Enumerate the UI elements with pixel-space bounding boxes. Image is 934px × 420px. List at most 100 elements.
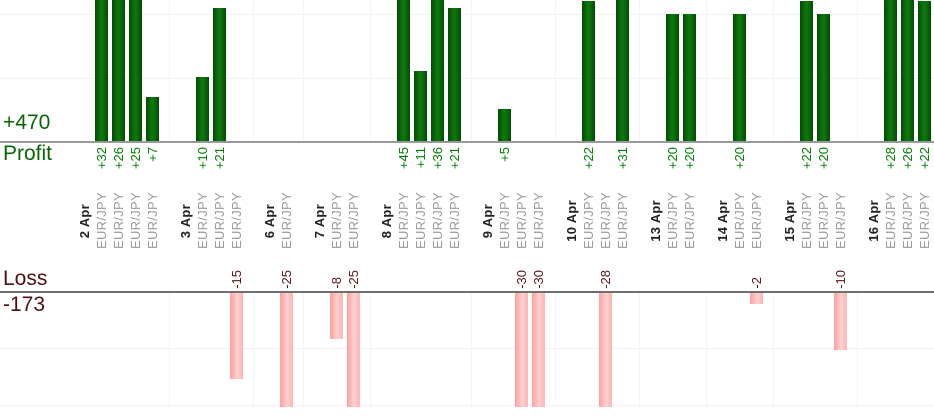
profit-value-label: +31 <box>615 147 630 170</box>
pair-label: EUR/JPY <box>799 192 814 250</box>
pair-label: EUR/JPY <box>531 192 546 250</box>
profit-plot-area <box>0 0 934 141</box>
pair-label-cell: EUR/JPY <box>731 185 748 257</box>
loss-value-label-cell: -30 <box>530 251 547 289</box>
loss-bar <box>750 293 763 304</box>
profit-value-label-cell: +26 <box>899 147 916 187</box>
profit-bar <box>213 8 226 141</box>
pair-label-cell: EUR/JPY <box>681 185 698 257</box>
pair-label-cell: EUR/JPY <box>597 185 614 257</box>
pair-label: EUR/JPY <box>749 192 764 250</box>
loss-value-label-cell: -10 <box>832 251 849 289</box>
profit-value-label: +22 <box>799 147 814 170</box>
pair-label-cell: EUR/JPY <box>412 185 429 257</box>
group-separator <box>169 0 170 141</box>
date-label-cell: 13 Apr <box>647 185 664 257</box>
loss-gridline-10 <box>0 348 934 349</box>
date-label: 3 Apr <box>178 203 193 239</box>
profit-value-label-cell: +26 <box>110 147 127 187</box>
pair-label-cell: EUR/JPY <box>614 185 631 257</box>
pair-label: EUR/JPY <box>816 192 831 250</box>
profit-bar <box>817 14 830 141</box>
loss-value-label: -30 <box>531 270 546 289</box>
pair-label-cell: EUR/JPY <box>194 185 211 257</box>
profit-total-label: +470 <box>3 111 51 134</box>
profit-value-label-cell: +36 <box>429 147 446 187</box>
group-separator <box>370 0 371 141</box>
loss-value-label-cell: -28 <box>597 251 614 289</box>
date-label: 14 Apr <box>715 200 730 242</box>
group-separator <box>773 293 774 407</box>
group-separator <box>169 293 170 407</box>
pair-label-cell: EUR/JPY <box>832 185 849 257</box>
group-separator <box>253 0 254 141</box>
date-label-cell: 2 Apr <box>76 185 93 257</box>
group-separator <box>639 0 640 141</box>
profit-bar <box>901 0 914 141</box>
group-separator <box>303 0 304 141</box>
pair-label-cell: EUR/JPY <box>664 185 681 257</box>
pair-label-cell: EUR/JPY <box>815 185 832 257</box>
profit-bar <box>498 109 511 141</box>
profit-value-label: +21 <box>212 147 227 170</box>
pair-label-cell: EUR/JPY <box>211 185 228 257</box>
group-separator <box>370 293 371 407</box>
date-label: 9 Apr <box>480 203 495 239</box>
profit-value-labels-row: +32 +26 +25 +7 +10 +21 +45 +11 +36 +21 +5 +22 +31 +20… <box>0 147 934 187</box>
group-separator <box>555 0 556 141</box>
profit-value-label-cell: +32 <box>93 147 110 187</box>
pair-label: EUR/JPY <box>279 192 294 250</box>
profit-value-label: +28 <box>883 147 898 170</box>
group-separator <box>706 293 707 407</box>
profit-bar <box>95 0 108 141</box>
pair-label: EUR/JPY <box>883 192 898 250</box>
profit-bar <box>918 1 931 141</box>
profit-bar <box>397 0 410 141</box>
pair-label-cell: EUR/JPY <box>580 185 597 257</box>
pair-label: EUR/JPY <box>615 192 630 250</box>
pair-label-cell: EUR/JPY <box>395 185 412 257</box>
pair-label: EUR/JPY <box>430 192 445 250</box>
date-label-cell: 10 Apr <box>563 185 580 257</box>
group-separator <box>471 293 472 407</box>
profit-value-label-cell: +10 <box>194 147 211 187</box>
profit-value-label-cell: +31 <box>614 147 631 187</box>
profit-value-label: +26 <box>900 147 915 170</box>
loss-value-label: -2 <box>749 277 764 289</box>
profit-bar <box>800 1 813 141</box>
pair-label: EUR/JPY <box>145 192 160 250</box>
pair-label-cell: EUR/JPY <box>110 185 127 257</box>
profit-gridline-20 <box>0 14 934 15</box>
group-separator <box>471 0 472 141</box>
profit-value-label-cell: +28 <box>882 147 899 187</box>
pair-label-cell: EUR/JPY <box>93 185 110 257</box>
date-label-cell: 16 Apr <box>865 185 882 257</box>
loss-total-label: -173 <box>3 293 46 316</box>
pair-label: EUR/JPY <box>732 192 747 250</box>
profit-value-label-cell: +11 <box>412 147 429 187</box>
pair-label: EUR/JPY <box>396 192 411 250</box>
profit-bar <box>683 14 696 141</box>
profit-axis-title: Profit <box>3 142 53 165</box>
profit-bar <box>582 1 595 141</box>
profit-value-label: +26 <box>111 147 126 170</box>
date-label: 2 Apr <box>77 203 92 239</box>
profit-value-label-cell: +20 <box>731 147 748 187</box>
profit-value-label: +20 <box>732 147 747 170</box>
date-label-cell: 9 Apr <box>479 185 496 257</box>
profit-bar <box>146 97 159 141</box>
profit-bar <box>431 0 444 141</box>
profit-value-label: +10 <box>195 147 210 170</box>
date-label: 10 Apr <box>564 200 579 242</box>
loss-value-label-cell: -15 <box>228 251 245 289</box>
date-label-cell: 7 Apr <box>311 185 328 257</box>
profit-value-label: +45 <box>396 147 411 170</box>
profit-value-label: +22 <box>917 147 932 170</box>
group-separator <box>639 293 640 407</box>
pair-label-cell: EUR/JPY <box>429 185 446 257</box>
date-labels-row: 2 Apr EUR/JPY EUR/JPY EUR/JPY EUR/JPY 3 Apr EU… <box>0 185 934 257</box>
loss-gridline-20 <box>0 405 934 406</box>
group-separator <box>303 293 304 407</box>
profit-value-label-cell: +45 <box>395 147 412 187</box>
